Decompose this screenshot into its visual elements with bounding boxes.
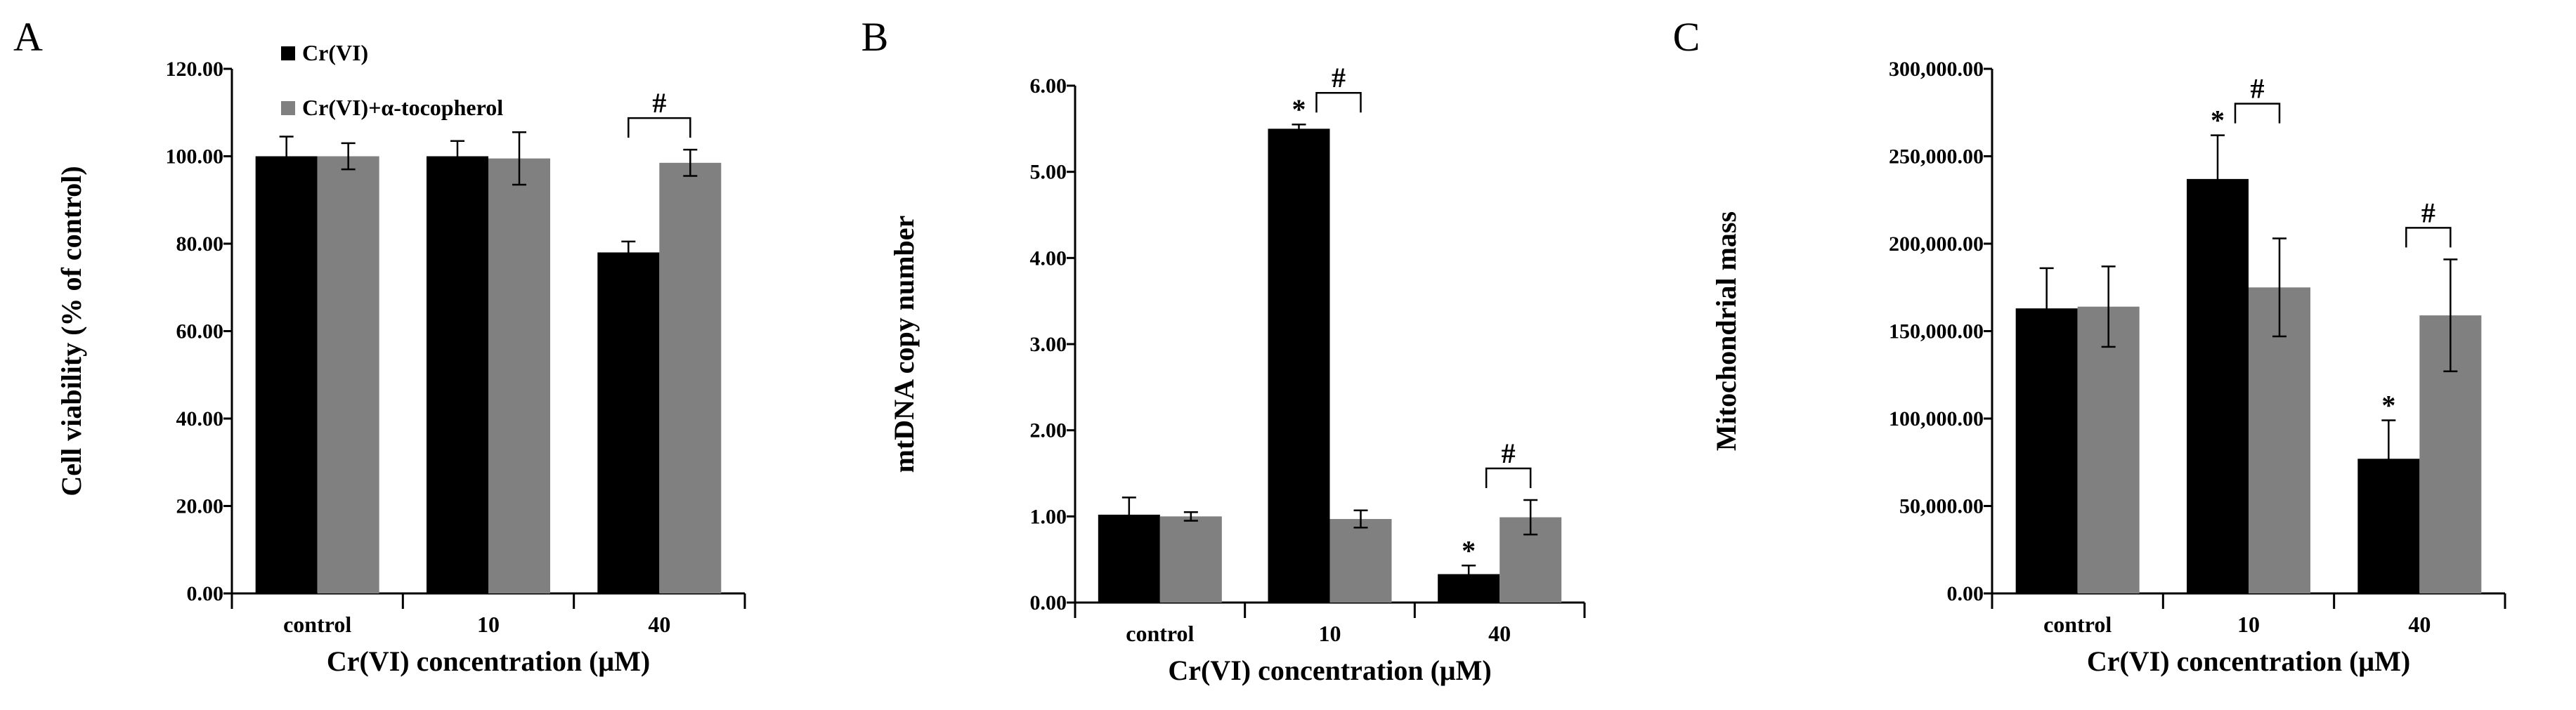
bar xyxy=(1268,129,1330,603)
y-tick-label: 4.00 xyxy=(1030,246,1067,270)
legend-swatch xyxy=(281,101,295,115)
panel-c: C 0.00 50,000.00 100,000.00 150,000.00 200,00… xyxy=(1673,14,2506,677)
significance-hash: # xyxy=(1332,62,1346,93)
significance-star: * xyxy=(2381,389,2395,421)
y-tick-label: 100.00 xyxy=(166,145,224,169)
y-tick-label: 250,000.00 xyxy=(1889,145,1984,169)
significance-hash: # xyxy=(2421,197,2435,228)
panel-label: B xyxy=(861,14,889,60)
panel-b: B 0.00 1.00 2.00 3.00 4.00 5.00 6.00 control 10 40… xyxy=(861,14,1586,686)
significance-star: * xyxy=(1462,534,1476,566)
y-tick-label: 0.00 xyxy=(1030,591,1067,614)
y-tick-label: 60.00 xyxy=(176,320,224,343)
significance-hash: # xyxy=(2251,73,2265,105)
y-tick-label: 40.00 xyxy=(176,407,224,430)
bar xyxy=(255,156,318,593)
y-tick-label: 200,000.00 xyxy=(1889,232,1984,256)
bar xyxy=(2015,308,2078,593)
y-tick-label: 50,000.00 xyxy=(1899,495,1984,518)
y-tick-label: 0.00 xyxy=(1947,582,1984,605)
significance-star: * xyxy=(1292,93,1306,125)
x-category-label: 40 xyxy=(2408,612,2431,637)
significance-bracket xyxy=(1485,467,1532,489)
significance-bracket xyxy=(627,117,691,138)
y-tick-label: 6.00 xyxy=(1030,74,1067,98)
y-tick-label: 150,000.00 xyxy=(1889,320,1984,343)
y-tick-label: 0.00 xyxy=(187,582,224,605)
x-axis-label: Cr(VI) concentration (μM) xyxy=(327,645,650,677)
legend: Cr(VI) Cr(VI)+α-tocopherol xyxy=(281,40,503,120)
legend-swatch xyxy=(281,46,295,60)
bar xyxy=(597,252,660,593)
x-category-label: 10 xyxy=(2237,612,2260,637)
x-category-label: control xyxy=(1126,621,1194,646)
y-tick-label: 20.00 xyxy=(176,495,224,518)
x-category-label: 10 xyxy=(477,612,500,637)
y-tick-label: 120.00 xyxy=(166,58,224,81)
bar xyxy=(2077,306,2140,593)
y-tick-label: 3.00 xyxy=(1030,333,1067,356)
panel-label: A xyxy=(13,14,43,60)
bar xyxy=(2249,287,2310,593)
x-category-label: control xyxy=(283,612,351,637)
y-tick-label: 2.00 xyxy=(1030,419,1067,442)
x-category-label: 40 xyxy=(1488,621,1511,646)
significance-star: * xyxy=(2211,105,2225,136)
bar xyxy=(1159,516,1222,603)
bar xyxy=(1329,519,1392,603)
significance-hash: # xyxy=(652,87,666,119)
y-tick-label: 5.00 xyxy=(1030,161,1067,184)
y-tick-label: 300,000.00 xyxy=(1889,58,1984,81)
y-axis-label: Cell viability (% of control) xyxy=(56,166,87,496)
y-tick-label: 80.00 xyxy=(176,232,224,256)
x-category-label: 40 xyxy=(648,612,670,637)
y-tick-label: 100,000.00 xyxy=(1889,407,1984,430)
significance-hash: # xyxy=(1502,438,1516,469)
legend-label: Cr(VI) xyxy=(302,40,368,65)
bar xyxy=(2187,178,2249,593)
y-axis-label: Mitochondrial mass xyxy=(1710,211,1742,451)
bar xyxy=(427,156,488,593)
bar xyxy=(488,158,550,594)
y-axis-label: mtDNA copy number xyxy=(888,216,920,473)
bar xyxy=(659,162,722,593)
legend-label: Cr(VI)+α-tocopherol xyxy=(302,95,503,120)
significance-bracket xyxy=(2405,227,2452,248)
significance-bracket xyxy=(1315,91,1362,113)
x-category-label: 10 xyxy=(1319,621,1341,646)
significance-bracket xyxy=(2234,103,2281,124)
x-category-label: control xyxy=(2043,612,2112,637)
x-axis-label: Cr(VI) concentration (μM) xyxy=(1168,655,1491,686)
bar xyxy=(317,156,379,593)
panel-label: C xyxy=(1673,14,1700,60)
x-axis-label: Cr(VI) concentration (μM) xyxy=(2087,645,2410,677)
y-tick-label: 1.00 xyxy=(1030,505,1067,528)
panel-a: A 0.00 20.00 40.00 60.00 80.00 100.00 120.00 con… xyxy=(13,14,746,677)
